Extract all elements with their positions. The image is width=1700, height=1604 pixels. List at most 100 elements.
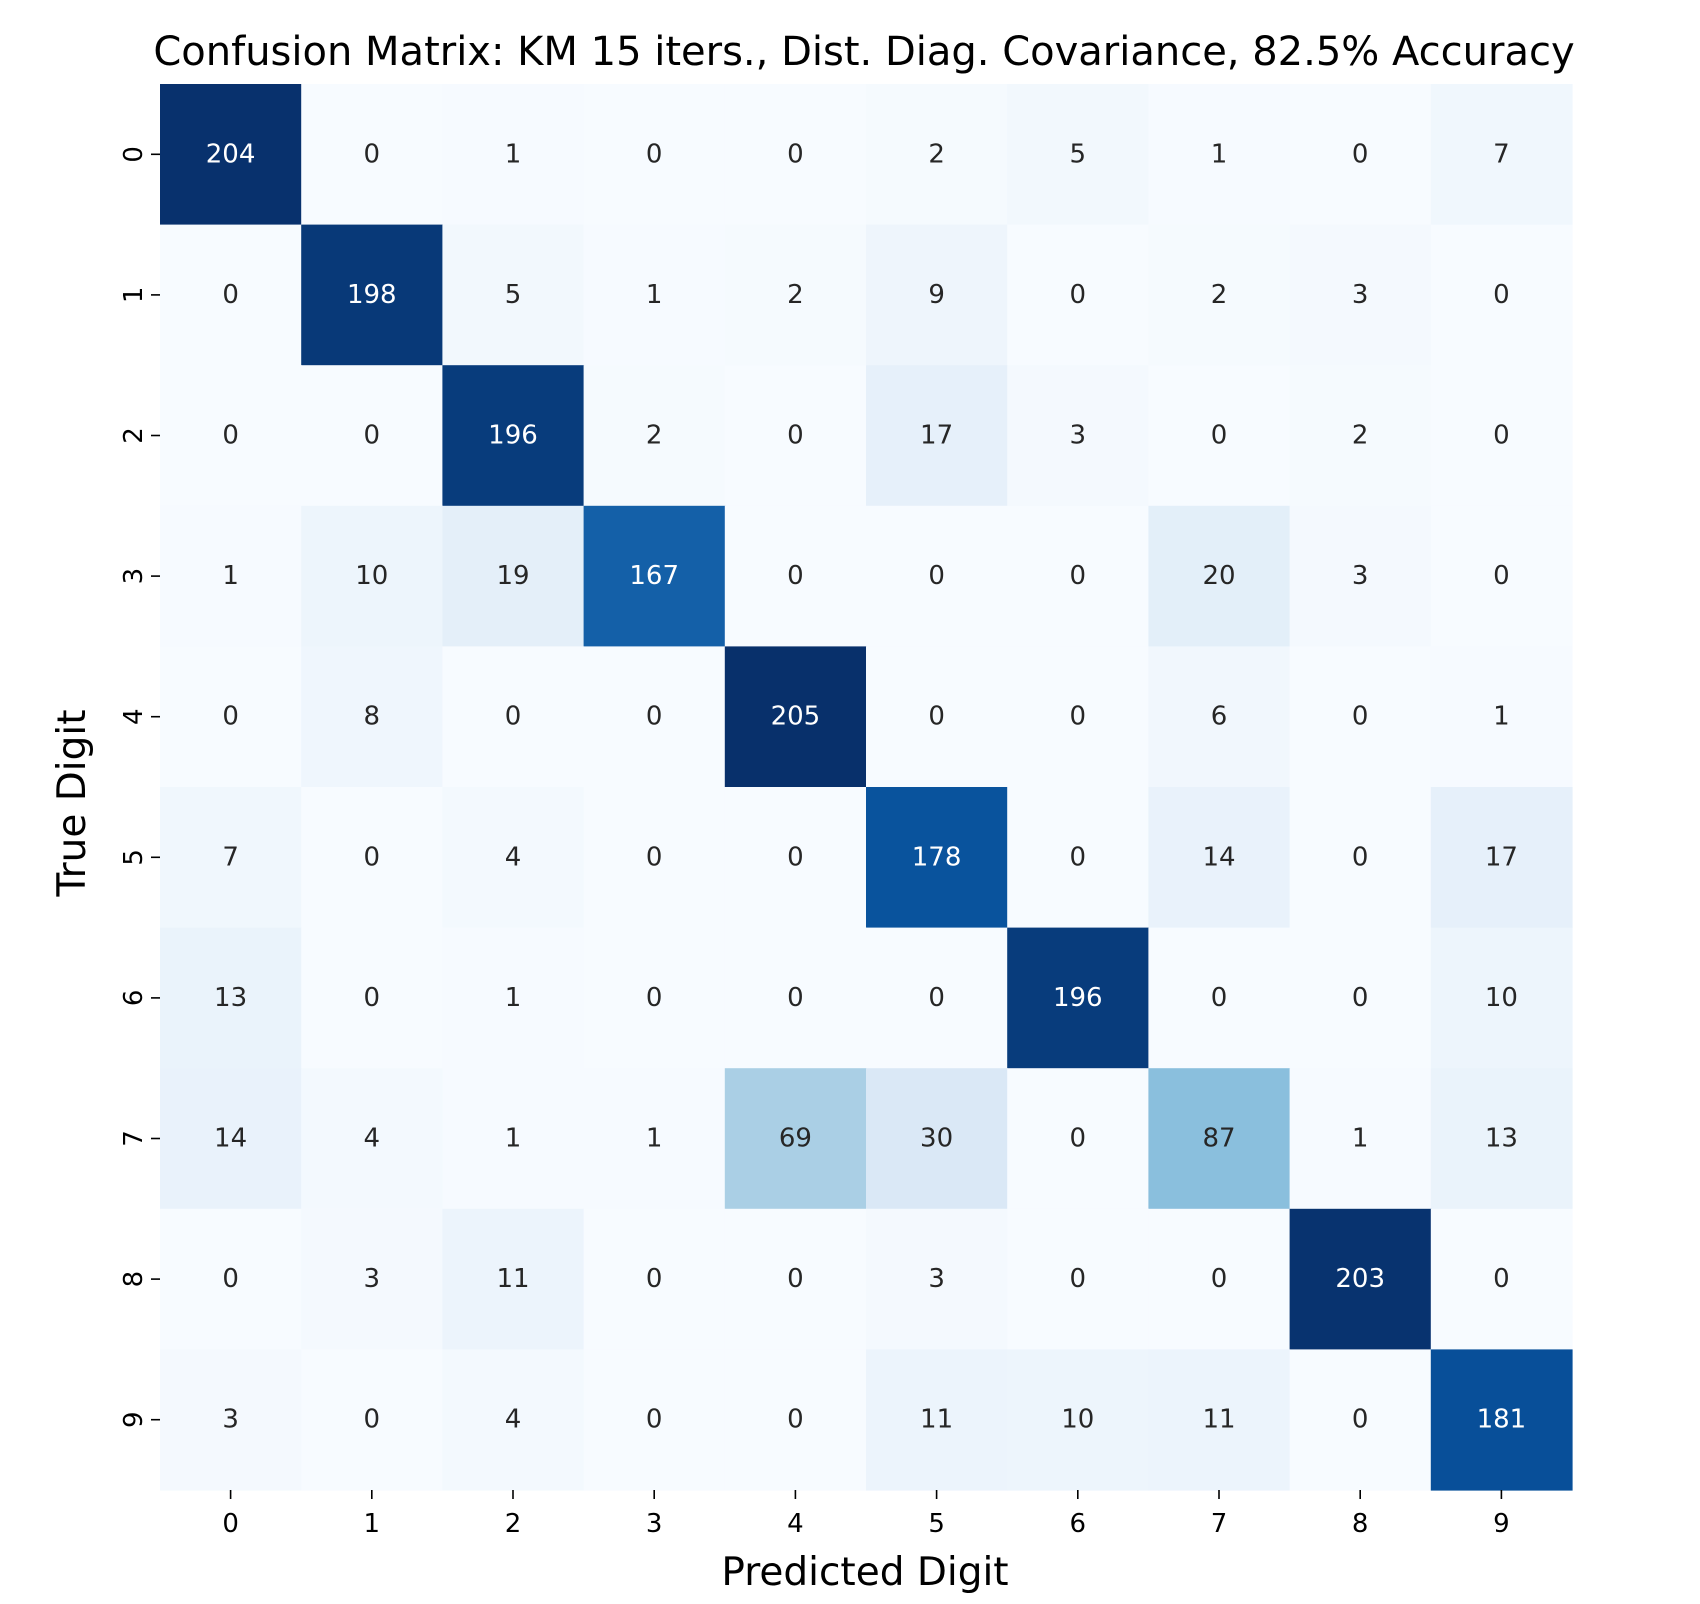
cell-value-label: 0 xyxy=(1211,983,1228,1013)
y-tick-label: 1 xyxy=(119,287,149,304)
cell-value-label: 2 xyxy=(646,421,663,451)
heatmap-cell xyxy=(160,505,302,647)
heatmap-cell xyxy=(1007,1349,1149,1491)
heatmap-cell xyxy=(442,787,585,929)
heatmap-cell xyxy=(583,505,726,647)
heatmap-cell xyxy=(724,84,867,226)
cell-value-label: 69 xyxy=(779,1124,812,1154)
x-tick-label: 1 xyxy=(364,1509,381,1539)
heatmap-cell xyxy=(160,1208,302,1350)
cell-value-label: 5 xyxy=(1070,139,1087,169)
cell-value-label: 205 xyxy=(771,702,821,732)
cell-value-label: 13 xyxy=(1485,1124,1518,1154)
heatmap-cell xyxy=(724,787,867,929)
cell-value-label: 0 xyxy=(646,983,663,1013)
cell-value-label: 198 xyxy=(347,280,397,310)
x-tick-label: 5 xyxy=(928,1509,945,1539)
cell-value-label: 4 xyxy=(505,842,522,872)
x-axis-ticks: 0 1 2 3 4 5 6 7 8 9 xyxy=(222,1490,1510,1539)
heatmap-cell xyxy=(1148,84,1291,226)
cell-value-label: 204 xyxy=(206,139,256,169)
cell-value-label: 0 xyxy=(646,842,663,872)
heatmap-cell xyxy=(301,224,443,366)
cell-value-label: 2 xyxy=(1352,421,1369,451)
heatmap-cell xyxy=(724,1208,867,1350)
cell-value-label: 0 xyxy=(222,1264,239,1294)
y-tick-label: 8 xyxy=(119,1271,149,1288)
cell-value-label: 1 xyxy=(222,561,239,591)
heatmap-cell xyxy=(724,927,867,1069)
heatmap-cell xyxy=(583,224,726,366)
cell-value-label: 167 xyxy=(629,561,679,591)
cell-value-label: 2 xyxy=(787,280,804,310)
cell-value-label: 178 xyxy=(912,842,962,872)
heatmap-cell xyxy=(442,1068,585,1210)
cell-value-label: 0 xyxy=(1352,983,1369,1013)
cell-value-label: 7 xyxy=(1493,139,1510,169)
cell-value-label: 3 xyxy=(1070,421,1087,451)
heatmap-cell xyxy=(160,84,302,226)
cell-value-label: 1 xyxy=(505,139,522,169)
cell-value-label: 14 xyxy=(1202,842,1235,872)
cell-value-label: 0 xyxy=(928,561,945,591)
heatmap-cell xyxy=(442,1349,585,1491)
heatmap-cell xyxy=(866,646,1008,788)
cell-value-label: 3 xyxy=(222,1405,239,1435)
heatmap-cell xyxy=(1289,927,1432,1069)
cell-value-label: 196 xyxy=(488,421,538,451)
heatmap-cell xyxy=(724,1349,867,1491)
heatmap-cell xyxy=(160,1349,302,1491)
heatmap-cell xyxy=(1289,365,1432,507)
cell-value-label: 0 xyxy=(1211,1264,1228,1294)
cell-value-label: 20 xyxy=(1202,561,1235,591)
heatmap-cell xyxy=(866,927,1008,1069)
heatmap-cell-labels: 204 0 1 0 0 2 5 1 0 70 198 5 1 2 9 0 2 3 00 0 196 2 0 17 3 0 2 01 10… xyxy=(206,139,1526,1434)
cell-value-label: 9 xyxy=(928,280,945,310)
cell-value-label: 0 xyxy=(1070,1264,1087,1294)
cell-value-label: 181 xyxy=(1477,1405,1527,1435)
heatmap-cell xyxy=(301,1208,443,1350)
cell-value-label: 0 xyxy=(364,1405,381,1435)
heatmap-cell xyxy=(301,646,443,788)
heatmap-cell xyxy=(1007,505,1149,647)
heatmap-cell xyxy=(1007,787,1149,929)
heatmap-cell xyxy=(1007,224,1149,366)
cell-value-label: 0 xyxy=(787,421,804,451)
y-tick-label: 6 xyxy=(119,990,149,1007)
chart-title: Confusion Matrix: KM 15 iters., Dist. Di… xyxy=(153,29,1574,75)
heatmap-cell xyxy=(1430,927,1573,1069)
heatmap-cell xyxy=(866,505,1008,647)
cell-value-label: 0 xyxy=(646,139,663,169)
heatmap-cell xyxy=(442,224,585,366)
cell-value-label: 11 xyxy=(496,1264,529,1294)
heatmap-cell xyxy=(1148,1068,1291,1210)
cell-value-label: 13 xyxy=(214,983,247,1013)
cell-value-label: 0 xyxy=(787,983,804,1013)
heatmap-cell xyxy=(442,505,585,647)
heatmap-cell xyxy=(1007,1068,1149,1210)
cell-value-label: 2 xyxy=(1211,280,1228,310)
heatmap-cell xyxy=(301,927,443,1069)
cell-value-label: 10 xyxy=(355,561,388,591)
heatmap-cell xyxy=(1430,365,1573,507)
heatmap-cell xyxy=(301,1068,443,1210)
heatmap-cell xyxy=(724,365,867,507)
heatmap-cell xyxy=(1289,1068,1432,1210)
heatmap-cell xyxy=(1148,646,1291,788)
cell-value-label: 0 xyxy=(1493,1264,1510,1294)
cell-value-label: 0 xyxy=(928,702,945,732)
cell-value-label: 0 xyxy=(787,1405,804,1435)
x-tick-label: 3 xyxy=(646,1509,663,1539)
cell-value-label: 0 xyxy=(1493,421,1510,451)
y-tick-label: 9 xyxy=(119,1411,149,1428)
x-tick-label: 8 xyxy=(1352,1509,1369,1539)
cell-value-label: 0 xyxy=(364,139,381,169)
heatmap-cell xyxy=(1148,365,1291,507)
heatmap-cell xyxy=(160,1068,302,1210)
cell-value-label: 7 xyxy=(222,842,239,872)
cell-value-label: 0 xyxy=(364,842,381,872)
heatmap-cell xyxy=(724,646,867,788)
heatmap-cell xyxy=(442,84,585,226)
cell-value-label: 203 xyxy=(1335,1264,1385,1294)
cell-value-label: 0 xyxy=(787,139,804,169)
